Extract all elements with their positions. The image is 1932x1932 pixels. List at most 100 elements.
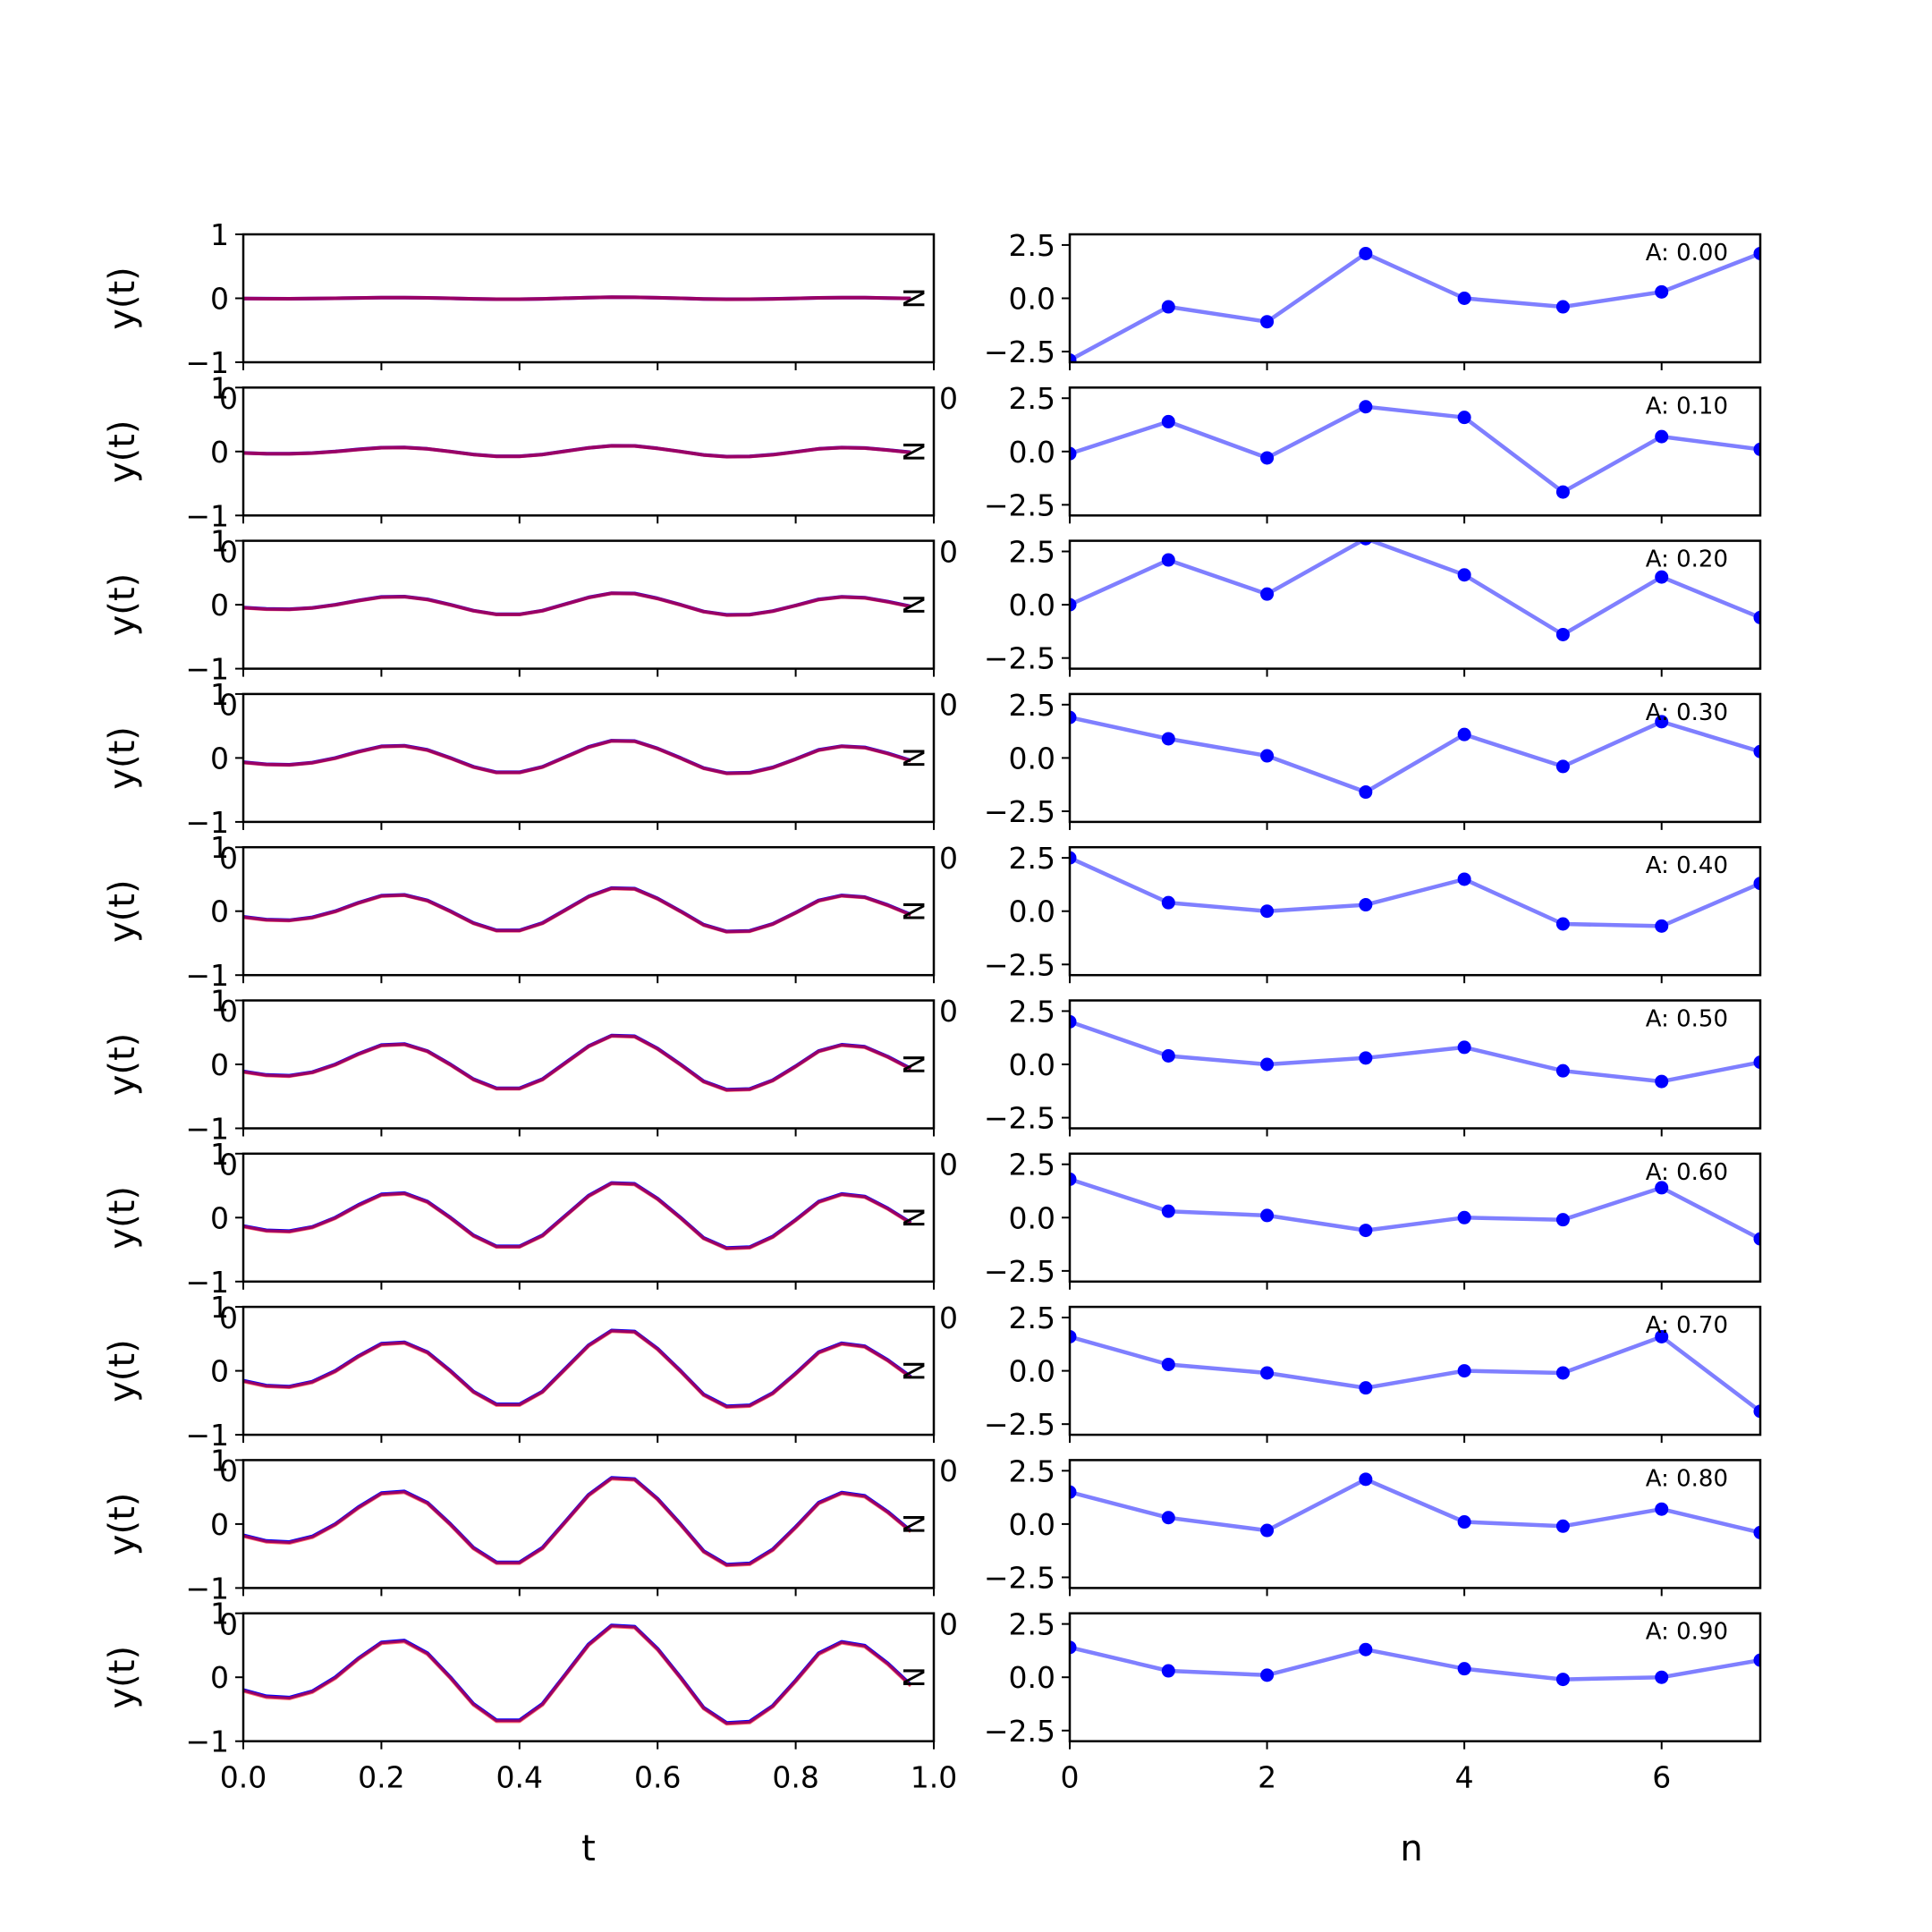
left-rotated-glyph: N	[896, 1513, 930, 1535]
right-annotation-label: A: 0.00	[1646, 240, 1728, 267]
right-data-point	[1555, 759, 1570, 774]
right-axes-frame	[1068, 233, 1762, 364]
right-data-point	[1070, 353, 1077, 362]
left-overlap-tick-label: 0	[939, 994, 958, 1029]
right-y-tick-label: −2.5	[984, 1714, 1055, 1749]
left-y-tick-label: 0	[210, 1660, 229, 1695]
right-plot-area	[1070, 851, 1760, 933]
right-axes-1: 2.5 0.0 −2.5 A: 0.10	[984, 381, 1762, 524]
left-y-tick-label: 1	[210, 984, 229, 1019]
right-y-tick-label: −2.5	[984, 947, 1055, 982]
right-x-tick-label: 2	[1258, 1760, 1276, 1795]
right-line	[1070, 1645, 1760, 1682]
left-overlap-tick-label: 0	[939, 1606, 958, 1641]
left-line-series-1	[242, 591, 911, 617]
left-rotated-glyph: N	[896, 901, 930, 922]
right-y-tick-label: −2.5	[984, 1407, 1055, 1442]
right-y-tick-label: 0.0	[1009, 435, 1055, 470]
right-data-point	[1555, 917, 1570, 931]
right-data-point	[1070, 446, 1077, 461]
right-data-point	[1555, 1063, 1570, 1078]
left-axes-frame	[242, 1305, 936, 1436]
right-annotation-label: A: 0.10	[1646, 393, 1728, 419]
left-line-series-0	[242, 1623, 912, 1725]
right-data-point	[1753, 1055, 1760, 1070]
right-x-tick-label: 0	[1061, 1760, 1080, 1795]
right-plot-area	[1070, 1172, 1760, 1246]
left-y-tick-label: 0	[210, 1047, 229, 1082]
right-axes-frame	[1068, 1152, 1762, 1284]
right-data-point	[1753, 442, 1760, 456]
left-y-axis-label: y(t)	[102, 420, 143, 484]
left-x-tick-label: 0.4	[496, 1760, 543, 1795]
left-overlap-tick-label: 0	[939, 381, 958, 416]
right-data-point	[1655, 715, 1669, 729]
right-data-point	[1260, 1523, 1275, 1538]
right-data-point	[1161, 553, 1175, 567]
right-plot-area	[1070, 1640, 1760, 1687]
right-axes-4: 2.5 0.0 −2.5 A: 0.40	[984, 841, 1762, 984]
left-overlap-tick-label: 0	[219, 688, 238, 723]
left-line-series-1	[242, 1624, 912, 1726]
right-data-point	[1359, 785, 1373, 800]
right-axes-9: 2.5 0.0 −2.50 2 4 6 A: 0.90	[984, 1607, 1762, 1795]
left-y-tick-label: 0	[210, 1354, 229, 1389]
right-y-tick-label: 2.5	[1009, 1607, 1055, 1642]
left-line-series-1	[242, 1329, 912, 1410]
right-data-point	[1753, 246, 1760, 260]
left-axes-frame	[242, 1152, 936, 1284]
right-axes-frame	[1068, 692, 1762, 824]
right-y-tick-label: 0.0	[1009, 588, 1055, 623]
left-y-axis-label: y(t)	[102, 726, 143, 790]
left-overlap-tick-label: 0	[219, 994, 238, 1029]
right-data-point	[1161, 1357, 1175, 1371]
left-y-tick-label: −1	[185, 498, 229, 533]
left-rotated-glyph: N	[896, 1666, 930, 1688]
left-axes-frame	[242, 1459, 936, 1589]
left-y-tick-label: 0	[210, 282, 229, 317]
left-overlap-tick-label: 0	[939, 688, 958, 723]
right-data-point	[1161, 895, 1175, 910]
right-data-point	[1457, 727, 1471, 741]
left-y-axis-label: y(t)	[102, 1646, 143, 1709]
right-axes-7: 2.5 0.0 −2.5 A: 0.70	[984, 1301, 1762, 1444]
right-y-tick-label: 0.0	[1009, 1047, 1055, 1082]
left-axes-1: 10−10 0y(t) N	[102, 370, 958, 569]
right-annotation-label: A: 0.30	[1646, 699, 1728, 726]
left-rotated-glyph: N	[896, 1207, 930, 1228]
right-y-tick-label: −2.5	[984, 1101, 1055, 1136]
right-y-tick-label: −2.5	[984, 487, 1055, 522]
right-data-point	[1260, 587, 1275, 601]
right-data-point	[1359, 400, 1373, 414]
left-axes-8: 10−10 0y(t) N	[102, 1443, 958, 1641]
left-y-axis-label: y(t)	[102, 1186, 143, 1250]
right-axes-frame	[1068, 845, 1762, 977]
right-axes-5: 2.5 0.0 −2.5 A: 0.50	[984, 994, 1762, 1137]
right-data-point	[1555, 1673, 1570, 1687]
right-line	[1070, 715, 1760, 794]
left-y-axis-label: y(t)	[102, 573, 143, 637]
right-axes-frame	[1068, 1612, 1762, 1742]
right-data-point	[1359, 246, 1373, 260]
left-overlap-tick-label: 0	[219, 1148, 238, 1182]
right-plot-area	[1070, 710, 1760, 800]
right-y-tick-label: 2.5	[1009, 994, 1055, 1029]
right-line	[1070, 1335, 1760, 1413]
right-data-point	[1161, 732, 1175, 746]
right-data-point	[1555, 1519, 1570, 1533]
right-y-tick-label: 2.5	[1009, 535, 1055, 570]
right-plot-area	[1070, 1329, 1760, 1419]
left-y-tick-label: 0	[210, 588, 229, 623]
right-y-tick-label: 2.5	[1009, 688, 1055, 723]
right-data-point	[1655, 1181, 1669, 1195]
left-axes-3: 10−10 0y(t) N	[102, 677, 958, 876]
right-data-point	[1655, 919, 1669, 933]
right-data-point	[1457, 1515, 1471, 1530]
right-plot-area	[1070, 400, 1760, 499]
right-y-tick-label: 2.5	[1009, 1453, 1055, 1488]
right-data-point	[1359, 540, 1372, 546]
right-data-point	[1457, 1364, 1471, 1378]
right-data-point	[1260, 1057, 1275, 1072]
left-rotated-glyph: N	[896, 747, 930, 768]
